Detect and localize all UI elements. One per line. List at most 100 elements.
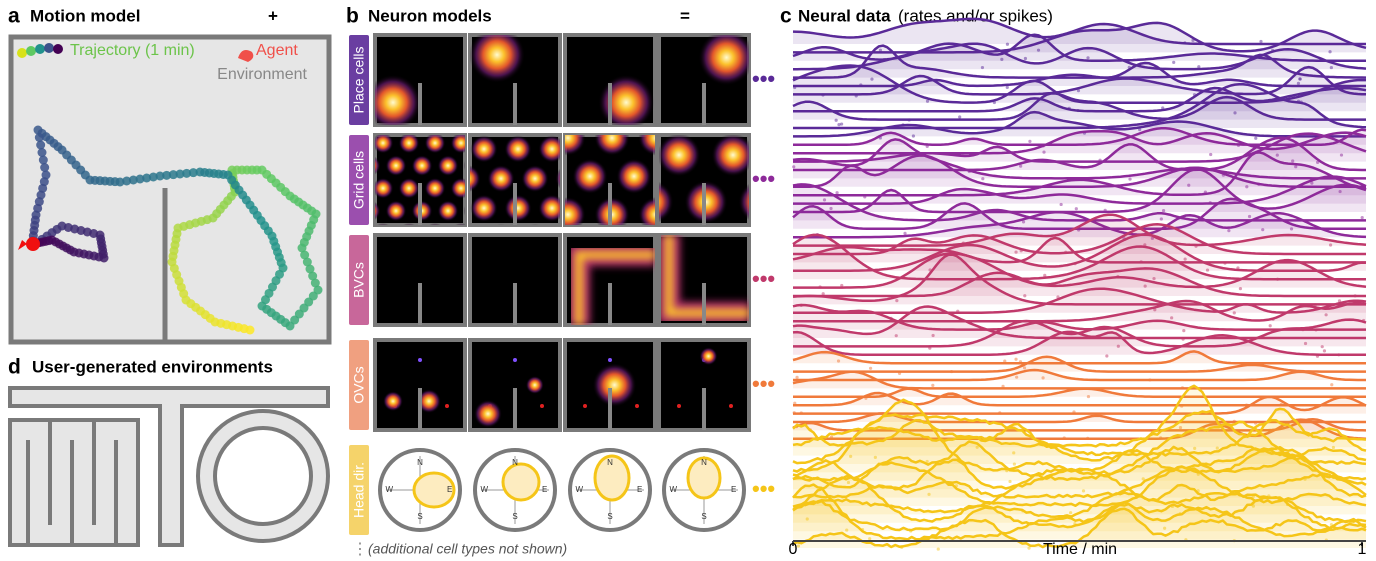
- legend-trajectory: Trajectory (1 min): [70, 42, 195, 59]
- spike: [1323, 349, 1326, 352]
- grid-field: [386, 200, 407, 221]
- compass-label: N: [417, 458, 423, 467]
- spike: [926, 145, 929, 148]
- row-label: Head dir.: [351, 462, 367, 518]
- spike: [1001, 385, 1004, 388]
- compass-label: S: [512, 512, 517, 521]
- spike: [1023, 294, 1026, 297]
- spike: [950, 370, 953, 373]
- spike: [1181, 386, 1184, 389]
- grid-field: [425, 178, 446, 199]
- object: [445, 404, 449, 408]
- spike: [795, 376, 798, 379]
- panel-letter: c: [780, 5, 792, 28]
- spike: [909, 529, 912, 532]
- spike: [1209, 153, 1212, 156]
- grid-field: [412, 155, 433, 176]
- grid-field: [470, 135, 497, 162]
- grid-field: [386, 155, 407, 176]
- compass-label: W: [385, 485, 393, 494]
- compass-label: E: [447, 485, 452, 494]
- spike: [1087, 395, 1090, 398]
- ovc-field: [474, 400, 502, 428]
- row-label: BVCs: [351, 262, 367, 298]
- spike: [1329, 243, 1332, 246]
- grid-field: [504, 195, 531, 222]
- grid-field: [373, 133, 394, 154]
- spike: [835, 191, 838, 194]
- spike: [931, 384, 934, 387]
- spike: [895, 299, 898, 302]
- spike: [1148, 378, 1151, 381]
- trajectory-point: [35, 133, 44, 142]
- spike: [1063, 436, 1066, 439]
- spike: [903, 232, 906, 235]
- tile: [565, 235, 655, 325]
- spike: [1015, 376, 1018, 379]
- spike: [800, 411, 803, 414]
- spike: [793, 411, 796, 414]
- tile-content: [598, 75, 654, 131]
- x-tick-label: 0: [789, 541, 798, 558]
- spike: [1330, 383, 1333, 386]
- object: [513, 358, 517, 362]
- spike: [1060, 203, 1063, 206]
- footnote: (additional cell types not shown): [368, 541, 567, 557]
- tile: [565, 35, 655, 131]
- spike: [998, 411, 1001, 414]
- spike: [1181, 338, 1184, 341]
- grid-field: [438, 155, 459, 176]
- spike: [1014, 358, 1017, 361]
- ovc-field: [526, 376, 544, 394]
- spike: [1272, 318, 1275, 321]
- object: [583, 404, 587, 408]
- spike: [1160, 217, 1163, 220]
- row-dots: •••: [752, 476, 775, 501]
- grid-field: [487, 165, 514, 192]
- spike: [900, 546, 903, 549]
- object: [608, 358, 612, 362]
- tile: [365, 35, 465, 131]
- spike: [1233, 420, 1236, 423]
- spike: [1329, 395, 1332, 398]
- spike: [818, 285, 821, 288]
- x-tick-label: 1: [1358, 541, 1367, 558]
- spike: [1316, 355, 1319, 358]
- place-field: [469, 27, 525, 83]
- spike: [1003, 359, 1006, 362]
- object: [677, 404, 681, 408]
- spike: [1337, 353, 1340, 356]
- tile: [659, 340, 749, 430]
- trajectory-point: [39, 156, 48, 165]
- figure: a Motion model + Trajectory (1 min) Agen…: [0, 0, 1376, 561]
- tile: [470, 340, 560, 430]
- panel-title: User-generated environments: [32, 357, 273, 376]
- place-field: [699, 30, 755, 86]
- grid-field: [711, 133, 754, 176]
- spike: [912, 134, 915, 137]
- compass-label: S: [607, 512, 612, 521]
- compass-label: W: [480, 485, 488, 494]
- spike: [1128, 177, 1131, 180]
- grid-field: [521, 165, 548, 192]
- spike: [868, 537, 871, 540]
- compass-label: W: [669, 485, 677, 494]
- grid-field: [425, 133, 446, 154]
- panel-letter: a: [8, 5, 20, 28]
- spike: [837, 359, 840, 362]
- grid-field: [504, 135, 531, 162]
- panel-letter: d: [8, 356, 21, 379]
- grid-field: [470, 195, 497, 222]
- grid-field: [438, 200, 459, 221]
- compass-label: S: [417, 512, 422, 521]
- row-dots: •••: [752, 371, 775, 396]
- compass-label: E: [542, 485, 547, 494]
- grid-field: [572, 159, 607, 194]
- legend-environment: Environment: [217, 66, 307, 83]
- spike: [1233, 311, 1236, 314]
- spike: [1086, 437, 1089, 440]
- place-field: [598, 75, 654, 131]
- spike: [1024, 57, 1027, 60]
- spike: [981, 177, 984, 180]
- spike: [1321, 345, 1324, 348]
